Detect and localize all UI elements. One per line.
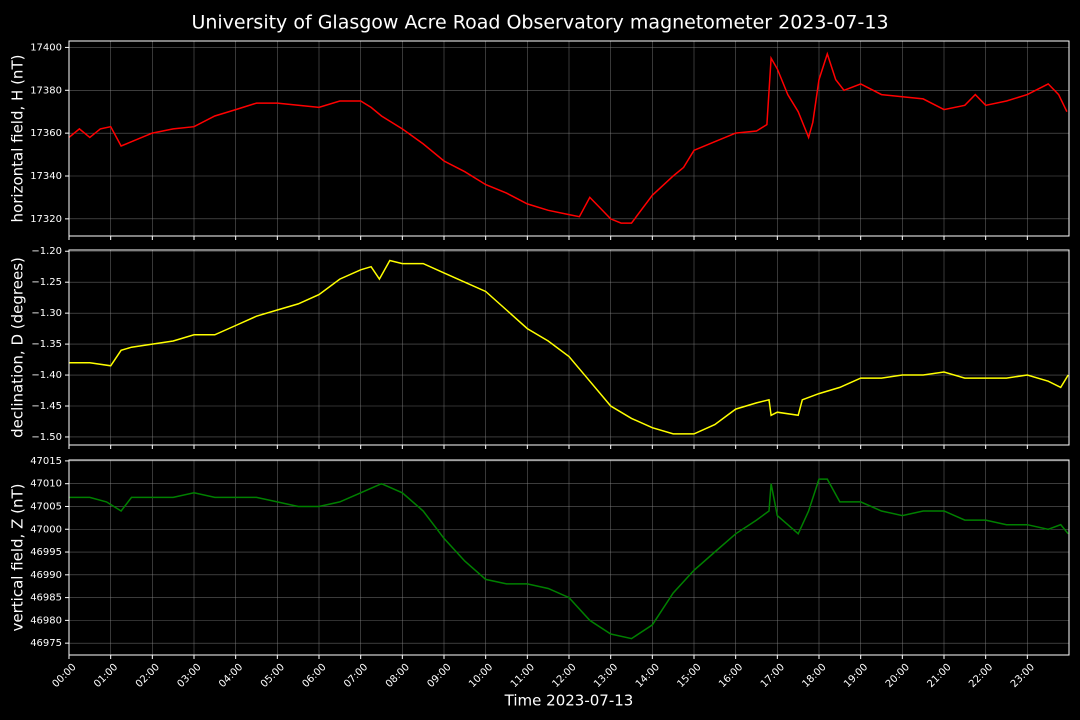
y-tick-label: −1.50 <box>31 432 62 443</box>
chart-title: University of Glasgow Acre Road Observat… <box>191 12 888 34</box>
x-tick-label: 00:00 <box>50 662 78 690</box>
y-tick-label: 17320 <box>30 214 62 225</box>
x-tick-label: 20:00 <box>884 662 912 690</box>
x-tick-label: 21:00 <box>925 662 953 690</box>
y-tick-label: 47000 <box>30 524 62 535</box>
x-tick-label: 22:00 <box>967 662 995 690</box>
y-tick-label: 17360 <box>30 128 62 139</box>
y-tick-label: −1.35 <box>31 339 62 350</box>
x-tick-label: 13:00 <box>592 662 620 690</box>
y-tick-label: 17400 <box>30 42 62 53</box>
y-tick-label: 47010 <box>30 479 62 490</box>
x-tick-label: 10:00 <box>467 662 495 690</box>
y-tick-label: −1.30 <box>31 308 62 319</box>
x-tick-label: 06:00 <box>300 662 328 690</box>
x-tick-label: 11:00 <box>509 662 537 690</box>
x-tick-label: 03:00 <box>175 662 203 690</box>
y-axis-label: declination, D (degrees) <box>9 257 27 438</box>
y-tick-label: 46975 <box>30 638 62 649</box>
x-tick-label: 02:00 <box>134 662 162 690</box>
x-tick-label: 09:00 <box>425 662 453 690</box>
y-tick-label: 46985 <box>30 593 62 604</box>
data-line <box>68 51 1068 224</box>
y-axis-label: horizontal field, H (nT) <box>9 55 27 223</box>
y-tick-label: 47005 <box>30 501 62 512</box>
y-tick-label: 46990 <box>30 570 62 581</box>
y-tick-label: 46995 <box>30 547 62 558</box>
y-tick-label: −1.25 <box>31 277 62 288</box>
x-tick-label: 19:00 <box>842 662 870 690</box>
y-tick-label: 17380 <box>30 85 62 96</box>
x-tick-label: 14:00 <box>634 662 662 690</box>
x-tick-label: 05:00 <box>259 662 287 690</box>
x-tick-label: 15:00 <box>675 662 703 690</box>
y-tick-label: 47015 <box>30 456 62 467</box>
y-axis-label: vertical field, Z (nT) <box>9 483 27 631</box>
x-tick-label: 01:00 <box>92 662 120 690</box>
plot-frame <box>68 459 1070 656</box>
x-tick-label: 16:00 <box>717 662 745 690</box>
y-tick-label: 46980 <box>30 615 62 626</box>
x-tick-label: 04:00 <box>217 662 245 690</box>
x-tick-label: 08:00 <box>384 662 412 690</box>
data-line <box>69 478 1069 640</box>
x-tick-label: 17:00 <box>759 662 787 690</box>
y-tick-label: −1.40 <box>31 370 62 381</box>
y-tick-label: −1.20 <box>31 246 62 257</box>
x-tick-label: 23:00 <box>1009 662 1037 690</box>
data-line <box>69 259 1069 435</box>
y-tick-label: −1.45 <box>31 401 62 412</box>
plot-frame <box>68 40 1070 237</box>
x-tick-label: 12:00 <box>550 662 578 690</box>
x-tick-label: 07:00 <box>342 662 370 690</box>
y-tick-label: 17340 <box>30 171 62 182</box>
x-tick-label: 18:00 <box>800 662 828 690</box>
plot-frame <box>68 249 1070 446</box>
x-axis-label: Time 2023-07-13 <box>504 692 634 710</box>
